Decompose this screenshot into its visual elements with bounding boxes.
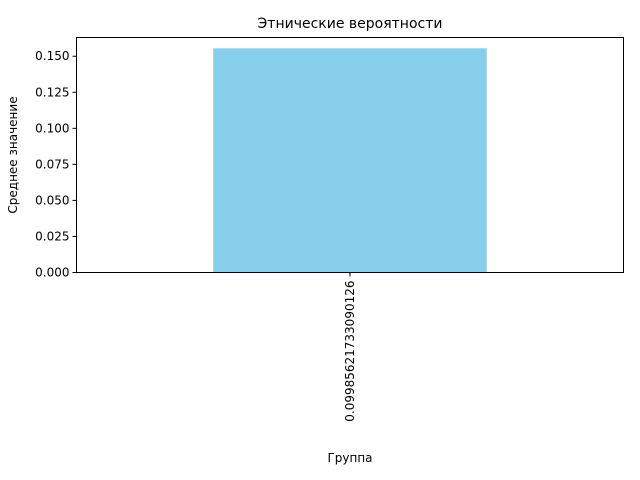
y-tick-label: 0.100 [35, 121, 69, 135]
x-axis: 0.09985621733090126 [343, 272, 357, 422]
y-tick-label: 0.075 [35, 157, 69, 171]
bar [213, 48, 487, 273]
x-axis-label: Группа [327, 451, 372, 465]
y-axis-label: Среднее значение [6, 96, 20, 213]
y-tick-label: 0.150 [35, 49, 69, 63]
y-tick-label: 0.025 [35, 229, 69, 243]
x-tick-label: 0.09985621733090126 [343, 281, 357, 422]
y-tick-label: 0.050 [35, 193, 69, 207]
chart-title: Этнические вероятности [258, 16, 443, 32]
y-tick-label: 0.000 [35, 266, 69, 280]
bars-layer [213, 48, 487, 273]
y-tick-label: 0.125 [35, 85, 69, 99]
y-axis: 0.000 0.025 0.050 0.075 0.100 0.125 0.150 [35, 49, 77, 280]
